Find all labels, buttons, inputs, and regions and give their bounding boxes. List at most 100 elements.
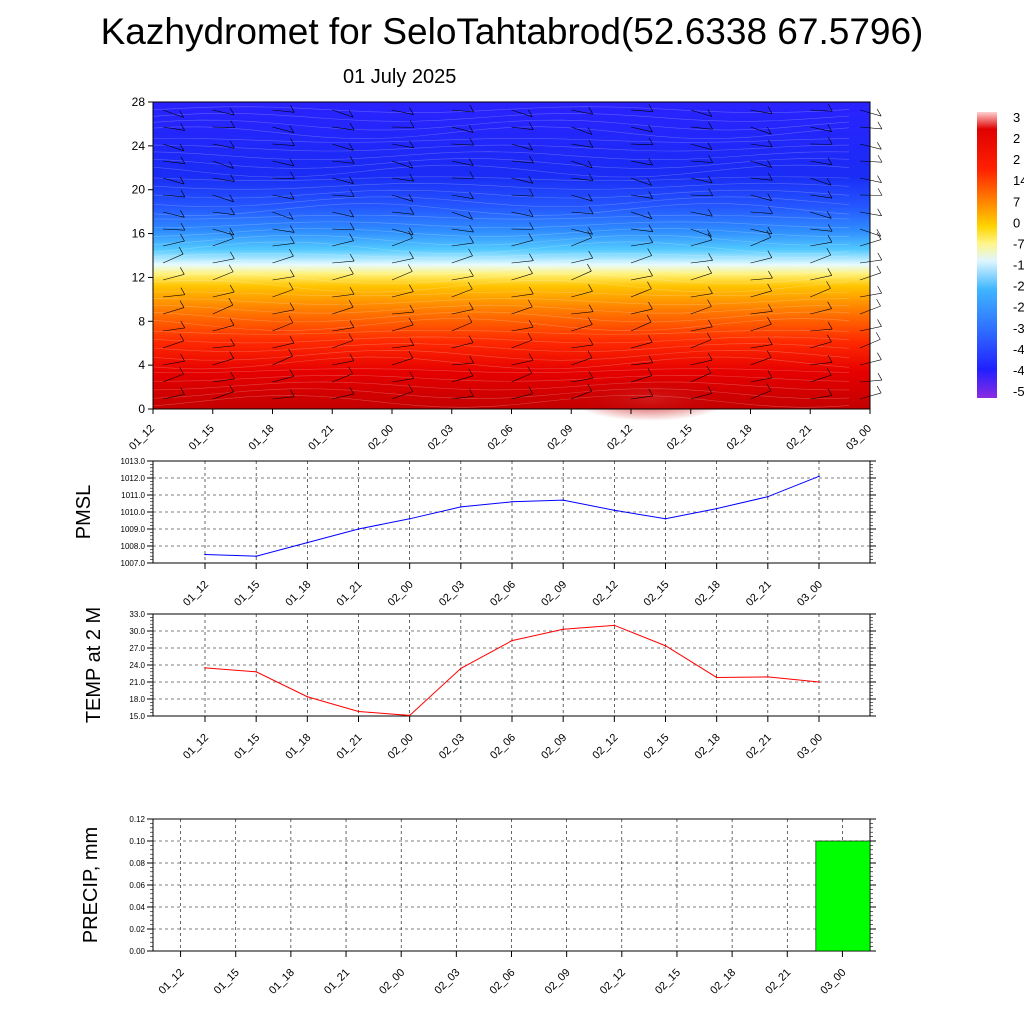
wind-barb-flag xyxy=(409,107,414,115)
colorbar-label: -7 xyxy=(1013,236,1024,251)
wind-barb-flag xyxy=(648,301,653,310)
wind-barb-flag xyxy=(179,143,185,151)
x-tick-label: 02_21 xyxy=(763,967,793,997)
x-tick-label: 02_21 xyxy=(744,579,774,609)
wind-barb-flag xyxy=(289,269,295,277)
wind-barb-flag xyxy=(289,249,294,257)
wind-barb-flag xyxy=(708,253,713,261)
wind-barb xyxy=(810,341,832,349)
wind-barb xyxy=(810,177,832,186)
wind-barb-flag xyxy=(528,266,533,274)
x-tick-label: 01_21 xyxy=(306,423,336,453)
wind-barb-flag xyxy=(767,106,773,114)
data-point xyxy=(767,676,769,678)
wind-barb xyxy=(690,260,713,264)
wind-barb-flag xyxy=(587,383,593,392)
data-point xyxy=(460,667,462,670)
wind-barb-flag xyxy=(229,318,235,326)
wind-barb-flag xyxy=(707,229,712,237)
data-point xyxy=(818,475,820,478)
wind-barb-flag xyxy=(648,124,653,133)
wind-barb xyxy=(391,271,413,281)
wind-barb-flag xyxy=(180,210,185,218)
wind-barb xyxy=(272,322,294,332)
wind-barb xyxy=(690,177,713,184)
wind-barb xyxy=(690,272,712,281)
wind-barb-flag xyxy=(588,250,593,259)
contour-line xyxy=(152,221,850,229)
contour-line xyxy=(152,381,850,391)
x-tick-label: 01_21 xyxy=(335,579,365,609)
wind-barb-flag xyxy=(349,287,355,295)
wind-barb-flag xyxy=(229,351,235,359)
wind-barb xyxy=(630,395,653,400)
wind-barb xyxy=(810,211,832,219)
y-tick-label: 20 xyxy=(132,183,146,197)
wind-barb-flag xyxy=(767,250,773,258)
contour-line xyxy=(152,266,850,276)
wind-barb xyxy=(630,228,653,232)
wind-barb xyxy=(859,211,882,217)
wind-barb-flag xyxy=(179,366,184,375)
wind-barb xyxy=(332,177,354,184)
wind-barb-flag xyxy=(876,265,882,273)
wind-barb xyxy=(332,294,355,298)
y-tick-label: 21.0 xyxy=(129,678,145,687)
wind-barb xyxy=(750,177,773,181)
wind-barb xyxy=(810,126,832,132)
x-tick-label: 02_09 xyxy=(539,732,569,762)
wind-barb xyxy=(511,273,533,281)
y-tick-label: 0.02 xyxy=(129,925,145,934)
precip-bar xyxy=(815,840,871,952)
wind-barb-flag xyxy=(767,127,772,135)
x-tick-label: 02_00 xyxy=(366,423,396,453)
wind-barb-flag xyxy=(648,158,653,166)
wind-barb-flag xyxy=(228,297,234,306)
wind-barb xyxy=(571,324,593,332)
wind-barb xyxy=(391,291,414,298)
wind-barb xyxy=(212,211,235,215)
wind-barb-flag xyxy=(469,104,474,113)
wind-barb xyxy=(810,328,833,332)
wind-barb xyxy=(630,109,653,112)
wind-barb xyxy=(571,177,594,181)
wind-barb xyxy=(511,360,534,366)
y-tick-label: 0.08 xyxy=(129,859,145,868)
wind-barb xyxy=(511,126,534,130)
y-tick-label: 27.0 xyxy=(129,644,145,653)
wind-barb xyxy=(859,109,882,117)
wind-barb xyxy=(451,309,474,315)
wind-barb xyxy=(451,143,474,146)
x-tick-label: 01_15 xyxy=(212,967,242,997)
wind-barb xyxy=(332,340,354,349)
wind-barb xyxy=(332,109,354,118)
wind-barb xyxy=(391,237,413,247)
wind-barb-flag xyxy=(349,222,355,230)
wind-barb xyxy=(810,228,833,232)
wind-barb-flag xyxy=(349,176,354,184)
contour-line xyxy=(152,356,850,370)
y-tick-label: 0 xyxy=(138,402,145,416)
wind-barb-flag xyxy=(528,320,534,328)
colorbar-label: 2 xyxy=(1013,131,1020,146)
wind-barb xyxy=(212,228,234,236)
data-point xyxy=(306,695,309,698)
y-tick-label: 0.12 xyxy=(129,815,145,824)
contour-line xyxy=(152,176,850,182)
wind-barb xyxy=(332,360,354,366)
wind-barb xyxy=(391,391,413,400)
wind-barb xyxy=(212,143,235,149)
y-tick-label: 4 xyxy=(138,358,145,372)
wind-barb-flag xyxy=(527,332,533,341)
wind-barb xyxy=(571,194,593,202)
data-point xyxy=(204,667,206,669)
wind-barb xyxy=(162,294,185,298)
wind-barb-flag xyxy=(528,109,533,117)
wind-barb-flag xyxy=(408,317,414,326)
page-title: Kazhydromet for SeloTahtabrod(52.6338 67… xyxy=(100,11,924,52)
wind-barb-flag xyxy=(766,383,772,391)
wind-barb xyxy=(272,276,295,281)
data-point xyxy=(306,541,309,544)
wind-barb xyxy=(810,109,833,112)
wind-barb xyxy=(332,126,355,131)
